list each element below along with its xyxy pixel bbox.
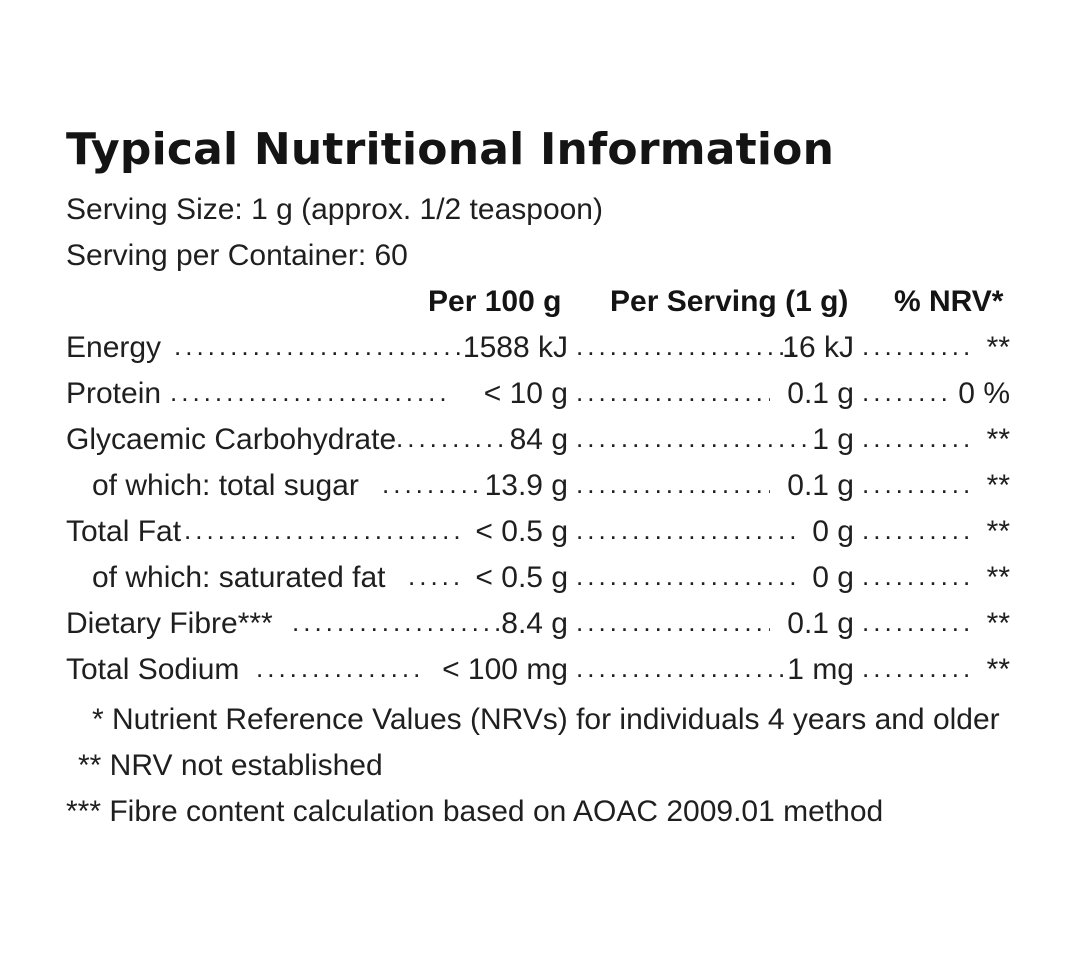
leader-dots: ..............................	[576, 379, 770, 405]
leader-dots: ..............................	[576, 425, 812, 451]
per-serving-value: 0 g	[812, 515, 854, 548]
nutrient-name: Glycaemic Carbohydrate	[66, 423, 397, 456]
per-serving-value: 1 mg	[787, 653, 854, 686]
footnote-nrv: * Nutrient Reference Values (NRVs) for i…	[92, 703, 1000, 736]
table-row: Glycaemic Carbohydrate .................…	[66, 425, 1010, 465]
leader-dots: ..............	[862, 655, 972, 681]
leader-dots: ..............................	[396, 425, 504, 451]
nrv-value: 0 %	[958, 377, 1010, 410]
leader-dots: ..............................	[382, 471, 482, 497]
table-row: Dietary Fibre*** .......................…	[66, 609, 1010, 649]
per-100g-value: < 0.5 g	[475, 561, 568, 594]
table-row: Total Sodium ...........................…	[66, 655, 1010, 695]
leader-dots: ..............................	[576, 609, 770, 635]
column-header-per-100g: Per 100 g	[428, 285, 562, 318]
leader-dots: ..............................	[408, 563, 460, 589]
per-100g-value: < 100 mg	[442, 653, 568, 686]
nrv-value: **	[986, 469, 1010, 502]
leader-dots: ..............................	[174, 333, 466, 359]
leader-dots: ..............................	[576, 655, 786, 681]
leader-dots: ..............................	[256, 655, 424, 681]
per-100g-value: < 0.5 g	[475, 515, 568, 548]
per-100g-value: 8.4 g	[501, 607, 568, 640]
nutrient-name: of which: total sugar	[92, 469, 359, 502]
table-row: Protein .............................. <…	[66, 379, 1010, 419]
nrv-value: **	[986, 331, 1010, 364]
per-100g-value: 84 g	[509, 423, 568, 456]
per-100g-value: 13.9 g	[484, 469, 568, 502]
per-serving-value: 1 g	[812, 423, 854, 456]
nutrient-name: Protein	[66, 377, 162, 410]
column-header-per-serving: Per Serving (1 g)	[610, 285, 849, 318]
per-serving-value: 0.1 g	[787, 469, 854, 502]
column-header-nrv: % NRV*	[894, 285, 1004, 318]
leader-dots: ..............	[862, 333, 972, 359]
footnote-not-established: ** NRV not established	[78, 749, 383, 782]
per-serving-value: 0.1 g	[787, 377, 854, 410]
per-100g-value: < 10 g	[483, 377, 568, 410]
nutrient-name: Energy	[66, 331, 162, 364]
per-serving-value: 0 g	[812, 561, 854, 594]
table-row: of which: total sugar ..................…	[66, 471, 1010, 511]
leader-dots: ..............................	[170, 379, 450, 405]
table-row: of which: saturated fat ................…	[66, 563, 1010, 603]
per-serving-value: 0.1 g	[787, 607, 854, 640]
nrv-value: **	[986, 653, 1010, 686]
servings-per-container: Serving per Container: 60	[66, 239, 408, 272]
nrv-value: **	[986, 423, 1010, 456]
leader-dots: ..............	[862, 471, 972, 497]
leader-dots: ..............	[862, 425, 972, 451]
leader-dots: ..............	[862, 563, 972, 589]
per-100g-value: 1588 kJ	[462, 331, 568, 364]
nutrient-name: Total Sodium	[66, 653, 240, 686]
per-serving-value: 16 kJ	[782, 331, 854, 364]
leader-dots: ..............................	[576, 471, 770, 497]
panel-title: Typical Nutritional Information	[66, 124, 835, 175]
table-row: Total Fat ..............................…	[66, 517, 1010, 557]
leader-dots: ..............................	[576, 333, 804, 359]
leader-dots: ..............................	[184, 517, 460, 543]
nrv-value: **	[986, 515, 1010, 548]
nutrient-name: Total Fat	[66, 515, 182, 548]
footnote-fibre: *** Fibre content calculation based on A…	[66, 795, 884, 828]
leader-dots: ..............	[862, 379, 950, 405]
nrv-value: **	[986, 561, 1010, 594]
leader-dots: ..............................	[292, 609, 500, 635]
leader-dots: ..............	[862, 517, 972, 543]
leader-dots: ..............	[862, 609, 972, 635]
table-row: Energy .............................. 15…	[66, 333, 1010, 373]
nutrient-name: of which: saturated fat	[92, 561, 386, 594]
leader-dots: ..............................	[576, 517, 802, 543]
serving-size: Serving Size: 1 g (approx. 1/2 teaspoon)	[66, 193, 603, 226]
nutrient-name: Dietary Fibre***	[66, 607, 273, 640]
leader-dots: ..............................	[576, 563, 802, 589]
nrv-value: **	[986, 607, 1010, 640]
